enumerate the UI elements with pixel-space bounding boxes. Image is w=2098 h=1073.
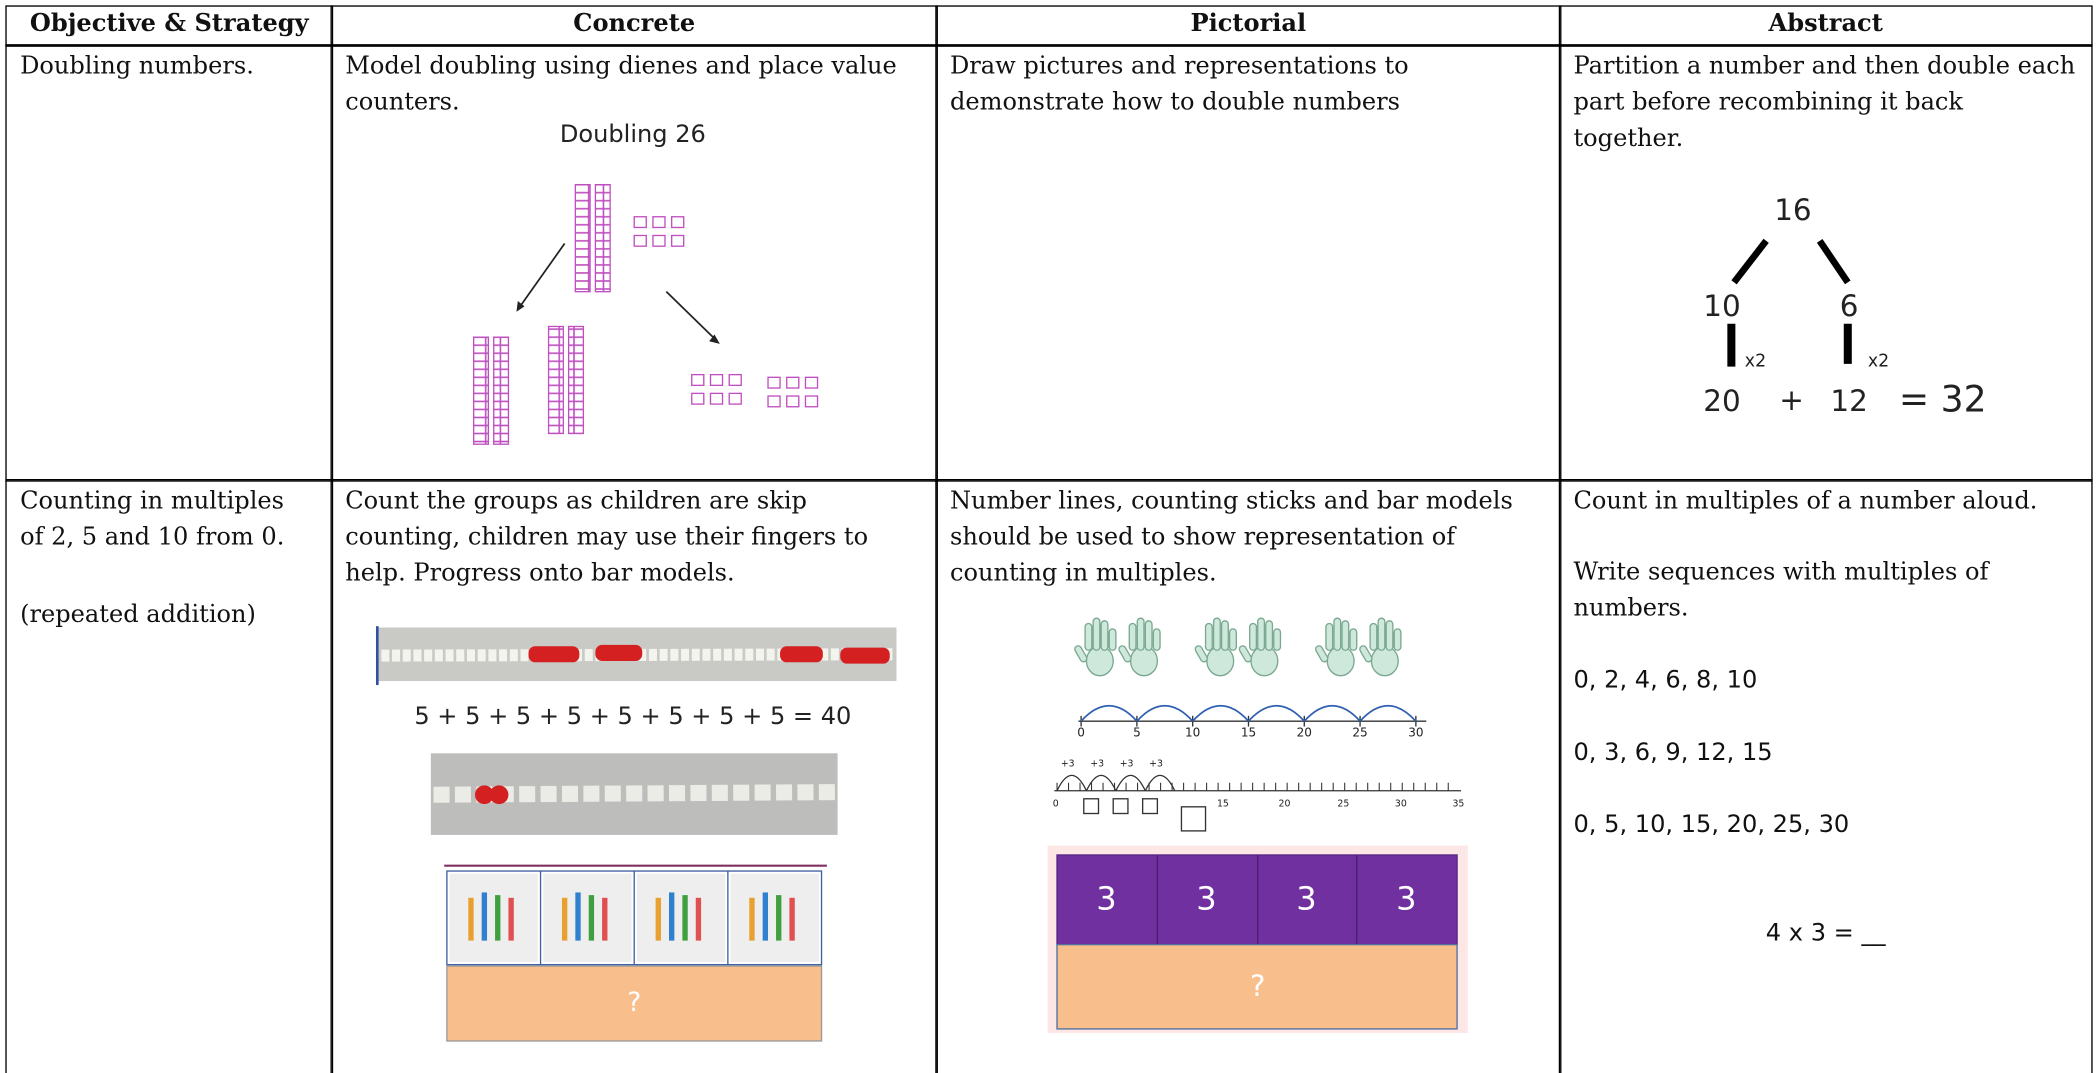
- answer-box: [1180, 806, 1207, 832]
- number-label: 20: [1279, 799, 1291, 810]
- jump-label: +3: [1120, 758, 1134, 769]
- cell-text: Draw pictures and representations to dem…: [949, 52, 1409, 117]
- tree-part: 10: [1703, 289, 1740, 323]
- jump-arc: [1359, 705, 1417, 722]
- number-label: 10: [1185, 726, 1200, 740]
- equation: 5 + 5 + 5 + 5 + 5 + 5 + 5 + 5 = 40: [414, 702, 851, 730]
- tree-plus: +: [1779, 383, 1804, 417]
- bar-part: 3: [1396, 879, 1416, 917]
- tree-result: 20: [1703, 384, 1740, 418]
- bar-model: [1047, 845, 1468, 1033]
- tree-total: = 32: [1899, 377, 1987, 420]
- concrete-cell: Model doubling using dienes and place va…: [330, 44, 938, 482]
- header-cell: Objective & Strategy: [5, 5, 334, 47]
- jump-arc: [1056, 774, 1088, 792]
- header-cell: Concrete: [330, 5, 938, 47]
- sequence: 0, 2, 4, 6, 8, 10: [1573, 666, 1758, 695]
- header-cell: Pictorial: [935, 5, 1562, 47]
- bead-string: [430, 753, 838, 835]
- pictorial-cell: Draw pictures and representations to dem…: [935, 44, 1562, 482]
- cell-text: Count in multiples of a number aloud.: [1573, 487, 2038, 516]
- number-label: 20: [1297, 726, 1312, 740]
- cell-text: Write sequences with multiples of number…: [1573, 557, 1989, 623]
- number-label: 15: [1241, 726, 1256, 740]
- bar-total: ?: [627, 987, 641, 1018]
- bar-part: 3: [1296, 879, 1316, 917]
- number-label: 25: [1337, 799, 1349, 810]
- bar-part: 3: [1196, 879, 1216, 917]
- sequence: 0, 5, 10, 15, 20, 25, 30: [1573, 810, 1850, 839]
- jump-label: +3: [1090, 758, 1104, 769]
- concrete-cell: Count the groups as children are skip co…: [330, 479, 938, 1073]
- jump-label: +3: [1061, 758, 1075, 769]
- jump-arc: [1136, 705, 1194, 722]
- tree-operation: x2: [1868, 351, 1889, 371]
- objective-text: Doubling numbers.: [20, 52, 254, 81]
- bead-string: [375, 626, 897, 686]
- number-label: 25: [1352, 726, 1367, 740]
- tree-result: 12: [1830, 384, 1867, 418]
- number-label: 35: [1452, 799, 1464, 810]
- cell-text: Partition a number and then double each …: [1573, 52, 2076, 153]
- number-label: 5: [1133, 726, 1141, 740]
- number-line: +3 +3 +3 +3 0 15 20 25 30 35: [1053, 758, 1464, 832]
- abstract-cell: Partition a number and then double each …: [1558, 44, 2093, 482]
- bar-part: 3: [1096, 879, 1116, 917]
- hands: [1072, 617, 1402, 677]
- objective-text: (repeated addition): [20, 600, 256, 629]
- jump-arc: [1192, 705, 1250, 722]
- objective-cell: Counting in multiples of 2, 5 and 10 fro…: [5, 479, 334, 1073]
- answer-box: [1141, 798, 1159, 815]
- tree-whole: 16: [1774, 193, 1811, 227]
- question: 4 x 3 = __: [1765, 919, 1886, 948]
- sequence: 0, 3, 6, 9, 12, 15: [1573, 738, 1773, 767]
- number-label: 0: [1077, 726, 1085, 740]
- tree-operation: x2: [1745, 351, 1766, 371]
- number-line: 0 5 10 15 20 25 30: [1077, 705, 1427, 740]
- cell-text: Count the groups as children are skip co…: [345, 487, 869, 588]
- jump-arc: [1247, 705, 1305, 722]
- number-label: 30: [1408, 726, 1423, 740]
- answer-box: [1112, 798, 1129, 815]
- objective-text: Counting in multiples of 2, 5 and 10 fro…: [20, 487, 285, 552]
- objective-cell: Doubling numbers.: [5, 44, 334, 482]
- number-label: 15: [1217, 799, 1229, 810]
- cell-text: Number lines, counting sticks and bar mo…: [949, 487, 1513, 588]
- pictorial-cell: Number lines, counting sticks and bar mo…: [935, 479, 1562, 1073]
- answer-box: [1083, 798, 1100, 815]
- jump-arc: [1085, 774, 1117, 792]
- cell-text: Model doubling using dienes and place va…: [345, 52, 897, 117]
- tree-part: 6: [1840, 289, 1859, 323]
- bar-total: ?: [1250, 969, 1266, 1003]
- jump-label: +3: [1149, 758, 1163, 769]
- jump-arc: [1080, 705, 1138, 722]
- number-label: 0: [1053, 799, 1059, 810]
- jump-arc: [1303, 705, 1361, 722]
- jump-arc: [1144, 774, 1176, 792]
- part-whole-tree: [1727, 238, 1852, 367]
- jump-arc: [1115, 774, 1146, 792]
- abstract-cell: Count in multiples of a number aloud. Wr…: [1558, 479, 2093, 1073]
- dienes: [472, 183, 819, 445]
- bar-model: [444, 864, 827, 1042]
- figure-caption: Doubling 26: [560, 120, 706, 148]
- number-label: 30: [1395, 799, 1407, 810]
- header-cell: Abstract: [1558, 5, 2093, 47]
